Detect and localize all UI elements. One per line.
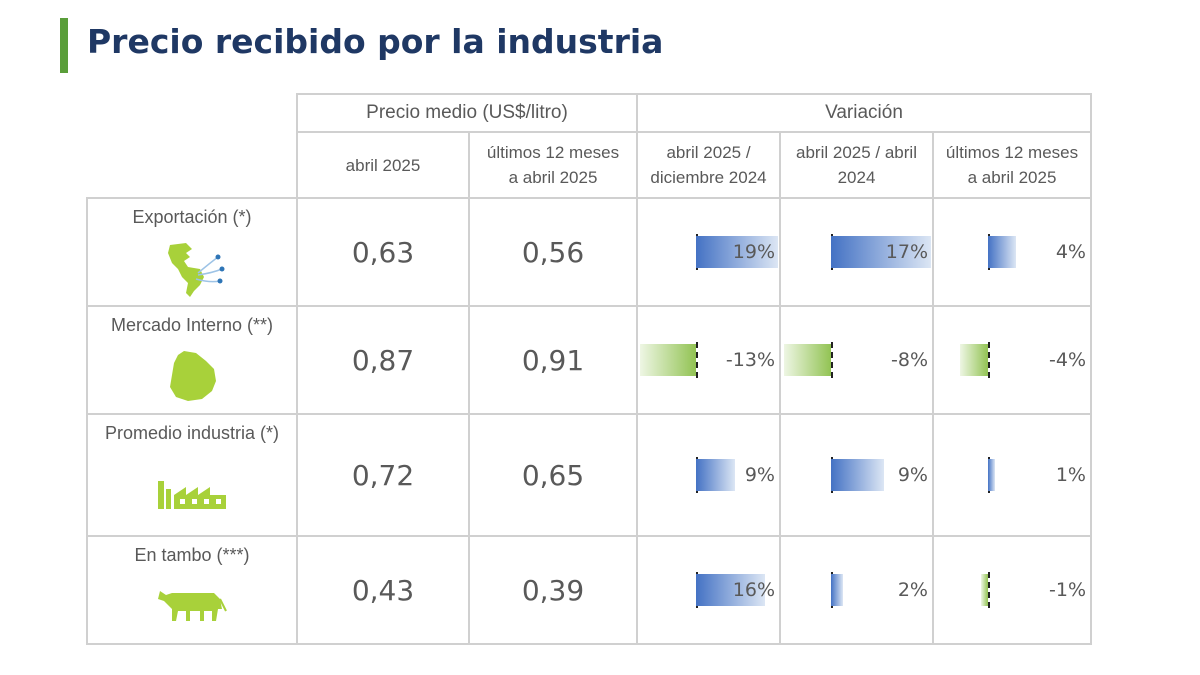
var-bar bbox=[783, 344, 831, 376]
row-label-cell: Mercado Interno (**) bbox=[86, 305, 298, 415]
var-bar bbox=[960, 344, 988, 376]
price-month: 0,43 bbox=[296, 535, 470, 645]
var-yoy-cell: 9% bbox=[779, 413, 934, 537]
header-variation-group: Variación bbox=[636, 93, 1092, 133]
row-label-cell: Promedio industria (*) bbox=[86, 413, 298, 537]
header-var-dec: abril 2025 /diciembre 2024 bbox=[636, 131, 781, 199]
price-month: 0,72 bbox=[296, 413, 470, 537]
row-label: Mercado Interno (**) bbox=[110, 315, 274, 335]
price-table: Precio medio (US$/litro) Variación abril… bbox=[86, 93, 1092, 645]
var-bar bbox=[696, 459, 735, 491]
var-label: -13% bbox=[725, 349, 775, 371]
zero-line bbox=[696, 342, 698, 378]
header-month: abril 2025 bbox=[296, 131, 470, 199]
var-label: 4% bbox=[1055, 241, 1086, 263]
price-month: 0,63 bbox=[296, 197, 470, 307]
var-label: -4% bbox=[1049, 349, 1086, 371]
var-yoy-cell: 17% bbox=[779, 197, 934, 307]
var-bar bbox=[640, 344, 696, 376]
var-dec-cell: 19% bbox=[636, 197, 781, 307]
var-bar bbox=[831, 459, 885, 491]
header-price-group: Precio medio (US$/litro) bbox=[296, 93, 638, 133]
cow-icon bbox=[158, 591, 227, 621]
var-label: 17% bbox=[885, 241, 928, 263]
row-label: Exportación (*) bbox=[132, 207, 252, 227]
var-bar bbox=[831, 236, 932, 268]
zero-line bbox=[988, 342, 990, 378]
var-label: -8% bbox=[891, 349, 928, 371]
zero-line bbox=[988, 572, 990, 608]
table-row: Promedio industria (*) 0,72 0,65 9% 9% 1… bbox=[86, 413, 1092, 537]
var-dec-cell: -13% bbox=[636, 305, 781, 415]
header-12m: últimos 12 meses a abril 2025 bbox=[468, 131, 638, 199]
map-uruguay-icon bbox=[170, 351, 216, 401]
var-12m-cell: 1% bbox=[932, 413, 1092, 537]
var-bar bbox=[988, 459, 995, 491]
var-label: 19% bbox=[732, 241, 775, 263]
factory-icon bbox=[158, 481, 226, 509]
var-dec-cell: 9% bbox=[636, 413, 781, 537]
var-12m-cell: -1% bbox=[932, 535, 1092, 645]
price-12m: 0,39 bbox=[468, 535, 638, 645]
page-title: Precio recibido por la industria bbox=[87, 22, 664, 61]
row-label: Promedio industria (*) bbox=[104, 423, 280, 443]
var-label: 2% bbox=[897, 579, 928, 601]
var-yoy-cell: 2% bbox=[779, 535, 934, 645]
table-row: En tambo (***) 0,43 0,39 16% 2% -1% bbox=[86, 535, 1092, 645]
var-label: -1% bbox=[1049, 579, 1086, 601]
var-label: 9% bbox=[897, 464, 928, 486]
title-accent-bar bbox=[60, 18, 68, 73]
row-label-cell: Exportación (*) bbox=[86, 197, 298, 307]
price-12m: 0,65 bbox=[468, 413, 638, 537]
price-month: 0,87 bbox=[296, 305, 470, 415]
var-bar bbox=[696, 574, 765, 606]
var-12m-cell: -4% bbox=[932, 305, 1092, 415]
corner-cell bbox=[87, 94, 298, 199]
header-var-yoy: abril 2025 / abril 2024 bbox=[779, 131, 934, 199]
var-label: 16% bbox=[732, 579, 775, 601]
var-bar bbox=[988, 236, 1016, 268]
var-label: 1% bbox=[1055, 464, 1086, 486]
price-12m: 0,91 bbox=[468, 305, 638, 415]
zero-line bbox=[831, 342, 833, 378]
table-row: Exportación (*) 0,63 0,56 19% 17% 4% bbox=[86, 197, 1092, 307]
var-bar bbox=[831, 574, 843, 606]
table-row: Mercado Interno (**) 0,87 0,91 -13% -8% … bbox=[86, 305, 1092, 415]
header-var-12m: últimos 12 meses a abril 2025 bbox=[932, 131, 1092, 199]
var-bar bbox=[981, 574, 988, 606]
map-americas-icon bbox=[168, 243, 225, 297]
row-label-cell: En tambo (***) bbox=[86, 535, 298, 645]
price-12m: 0,56 bbox=[468, 197, 638, 307]
var-12m-cell: 4% bbox=[932, 197, 1092, 307]
row-label: En tambo (***) bbox=[134, 545, 250, 565]
var-yoy-cell: -8% bbox=[779, 305, 934, 415]
var-dec-cell: 16% bbox=[636, 535, 781, 645]
var-label: 9% bbox=[744, 464, 775, 486]
var-bar bbox=[696, 236, 778, 268]
